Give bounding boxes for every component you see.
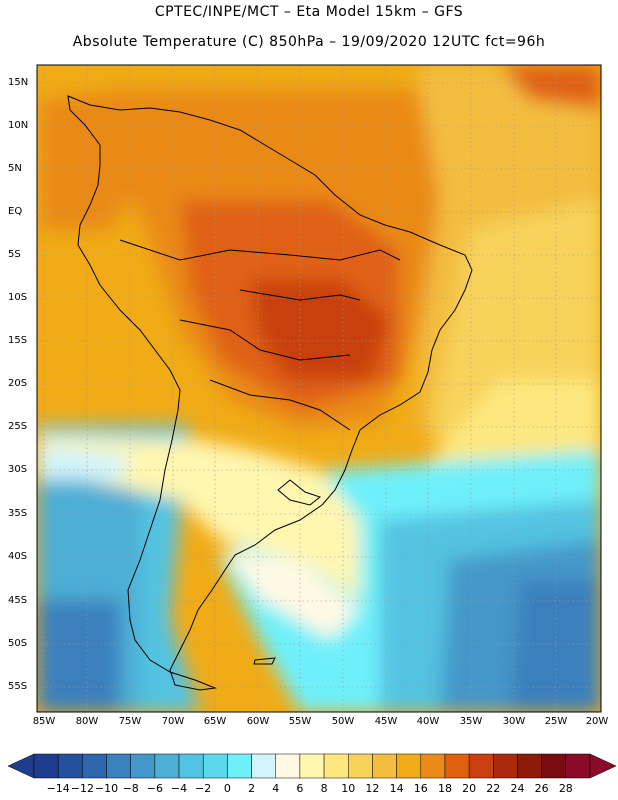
colorbar-swatch <box>372 753 397 779</box>
colorbar-swatch <box>33 753 59 779</box>
colorbar-tick-label: −4 <box>170 782 188 795</box>
colorbar-tick-label: 10 <box>341 782 356 795</box>
lat-label: 20S <box>8 378 28 389</box>
lon-label: 60W <box>246 716 270 727</box>
lon-label: 65W <box>203 716 227 727</box>
colorbar-swatch <box>565 753 591 779</box>
colorbar-swatch <box>57 753 83 779</box>
colorbar-tick-label: 6 <box>296 782 304 795</box>
colorbar-swatch <box>227 753 252 779</box>
colorbar-swatch <box>202 753 228 779</box>
colorbar-tick-label: 8 <box>320 782 328 795</box>
colorbar-over-arrow <box>589 753 617 779</box>
lon-label: 75W <box>118 716 142 727</box>
colorbar-swatch <box>541 753 567 779</box>
colorbar-swatch <box>396 753 422 779</box>
colorbar-swatch <box>82 753 107 779</box>
colorbar-tick-label: 16 <box>413 782 428 795</box>
colorbar-tick-label: −6 <box>146 782 163 795</box>
colorbar-tick-label: 12 <box>365 782 380 795</box>
colorbar-tick-label: 0 <box>223 782 231 795</box>
colorbar-swatch <box>130 753 156 779</box>
colorbar-tick-label: 18 <box>437 782 452 795</box>
lat-label: 5S <box>8 249 21 260</box>
lon-label: 50W <box>331 716 355 727</box>
colorbar-swatch <box>348 753 373 779</box>
colorbar-tick-label: 4 <box>272 782 280 795</box>
colorbar-tick-label: −12 <box>70 782 94 795</box>
lat-label: 10N <box>8 120 29 131</box>
colorbar-tick-label: 26 <box>534 782 549 795</box>
colorbar-swatch <box>251 753 276 779</box>
lon-label: 80W <box>75 716 99 727</box>
colorbar <box>7 753 617 779</box>
colorbar-tick-label: 28 <box>558 782 573 795</box>
lat-label: 10S <box>8 292 28 303</box>
colorbar-tick-label: −2 <box>195 782 212 795</box>
colorbar-tick-label: −14 <box>46 782 70 795</box>
lat-label: 45S <box>8 595 28 606</box>
lon-label: 45W <box>374 716 398 727</box>
colorbar-swatch <box>444 753 470 779</box>
colorbar-under-arrow <box>7 753 35 779</box>
lat-label: 55S <box>8 681 28 692</box>
colorbar-swatch <box>493 753 518 779</box>
colorbar-swatch <box>154 753 180 779</box>
lat-label: 35S <box>8 508 28 519</box>
colorbar-tick-label: 20 <box>462 782 477 795</box>
lat-label: 30S <box>8 464 28 475</box>
colorbar-swatch <box>517 753 542 779</box>
colorbar-tick-label: 24 <box>510 782 525 795</box>
colorbar-swatch <box>106 753 131 779</box>
colorbar-swatch <box>468 753 494 779</box>
colorbar-swatch <box>299 753 325 779</box>
map-title: CPTEC/INPE/MCT – Eta Model 15km – GFS <box>154 4 464 20</box>
lon-label: 85W <box>32 716 56 727</box>
map-subtitle: Absolute Temperature (C) 850hPa – 19/09/… <box>72 34 546 50</box>
temperature-field <box>37 65 601 712</box>
lon-label: 35W <box>459 716 483 727</box>
lat-label: 15S <box>8 335 28 346</box>
colorbar-swatch <box>420 753 446 779</box>
lon-label: 70W <box>161 716 185 727</box>
lat-label: 40S <box>8 551 28 562</box>
coastline <box>67 95 473 691</box>
colorbar-tick-label: −8 <box>122 782 139 795</box>
colorbar-tick-label: 2 <box>248 782 256 795</box>
lon-label: 40W <box>416 716 440 727</box>
lon-label: 25W <box>544 716 568 727</box>
map-frame <box>36 64 602 713</box>
colorbar-swatch <box>275 753 301 779</box>
lat-label: 25S <box>8 421 28 432</box>
lat-label: 15N <box>8 77 29 88</box>
colorbar-swatch <box>323 753 349 779</box>
lon-label: 30W <box>502 716 526 727</box>
colorbar-tick-label: 22 <box>486 782 501 795</box>
lat-label: 50S <box>8 638 28 649</box>
lat-label: 5N <box>8 163 22 174</box>
colorbar-swatch <box>178 753 204 779</box>
lon-label: 55W <box>288 716 312 727</box>
lat-label: EQ <box>8 206 23 217</box>
colorbar-tick-label: 14 <box>389 782 404 795</box>
lon-label: 20W <box>585 716 609 727</box>
colorbar-tick-label: −10 <box>94 782 119 795</box>
